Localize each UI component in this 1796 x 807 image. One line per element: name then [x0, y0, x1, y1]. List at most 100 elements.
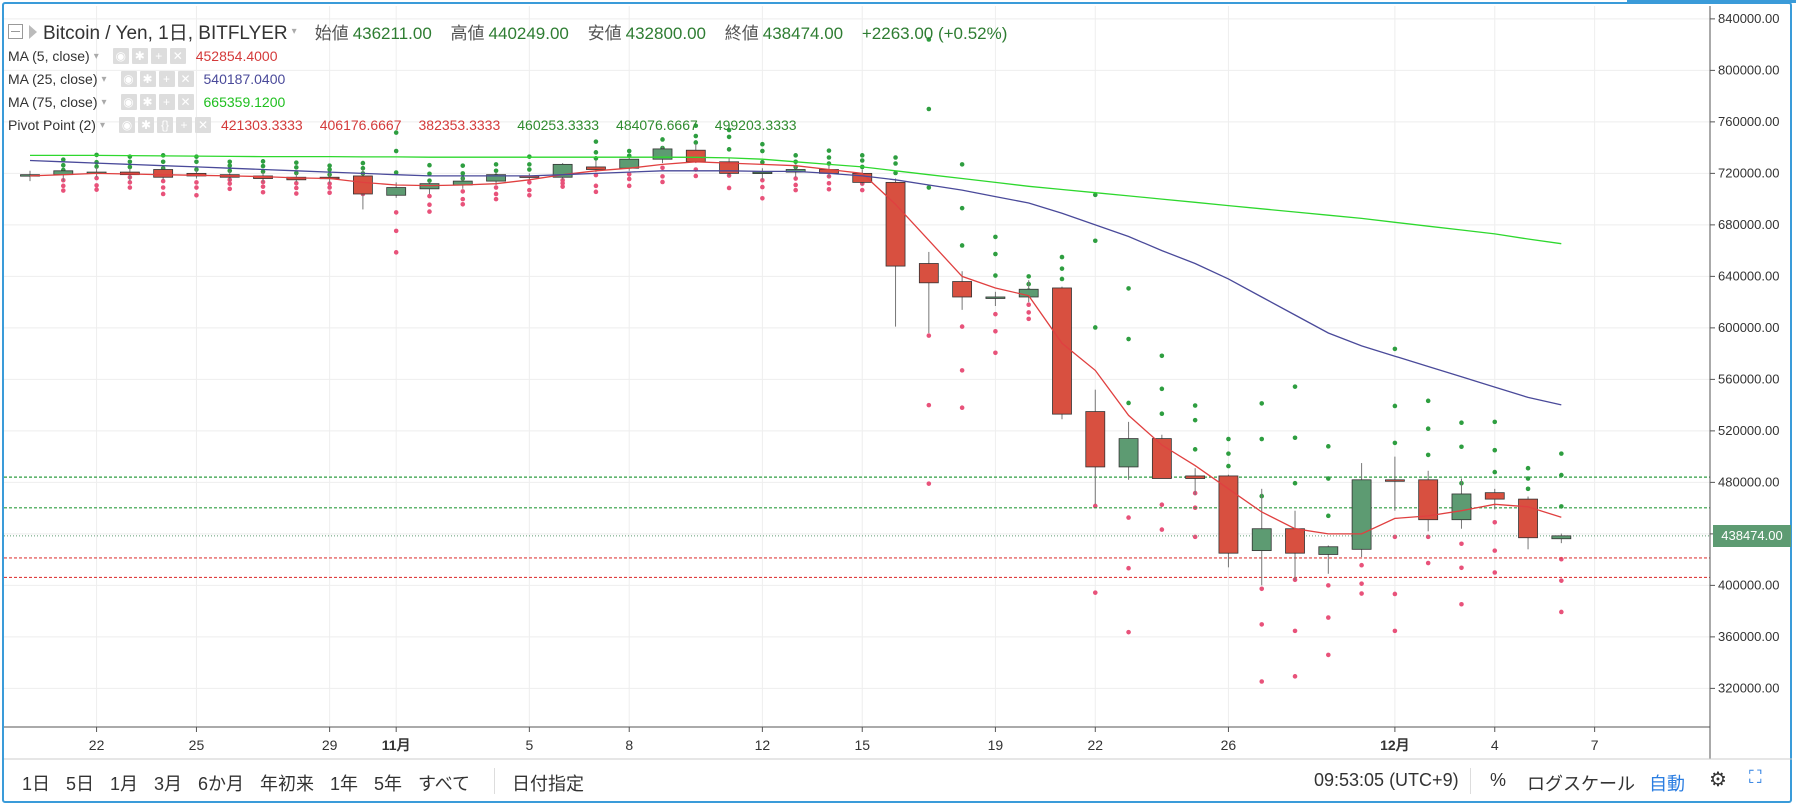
plus-icon[interactable]: +	[150, 48, 167, 64]
indicator-row-ma5[interactable]: MA (5, close) ▾ ◉ ✱ + ✕ 452854.4000	[8, 48, 295, 64]
range-5y-button[interactable]: 5年	[374, 774, 403, 794]
x-tick-label: 12月	[1380, 737, 1410, 753]
log-scale-toggle[interactable]: ログスケール	[1527, 774, 1635, 794]
indicator-name[interactable]: MA (25, close)	[8, 71, 98, 87]
flag-icon[interactable]	[29, 24, 37, 39]
eye-icon[interactable]: ◉	[120, 71, 137, 87]
pivot-dot	[327, 163, 332, 168]
indicator-row-pivot[interactable]: Pivot Point (2) ▾ ◉ ✱{} + ✕ 421303.3333 406…	[8, 117, 814, 133]
y-tick-label: 360000.00	[1718, 629, 1779, 644]
pivot-dot	[527, 167, 532, 172]
pivot-dot	[826, 148, 832, 153]
pivot-dot	[1026, 310, 1031, 315]
eye-icon[interactable]: ◉	[112, 48, 129, 64]
range-1y-button[interactable]: 1年	[330, 774, 359, 794]
pivot-dot	[1092, 238, 1098, 244]
pivot-dot	[560, 184, 565, 189]
pivot-dot	[1559, 609, 1564, 615]
indicator-name[interactable]: MA (75, close)	[8, 94, 98, 110]
indicator-name[interactable]: Pivot Point (2)	[8, 117, 96, 133]
pivot-dot	[1159, 411, 1165, 417]
pivot-dot	[360, 165, 366, 171]
fullscreen-icon[interactable]: ⛶	[1749, 767, 1762, 787]
chevron-down-icon[interactable]: ▾	[291, 26, 297, 37]
pivot-lines	[4, 476, 1710, 579]
pivot-dot	[959, 243, 965, 248]
pivot-dot	[1159, 353, 1165, 359]
top-accent	[1627, 0, 1796, 3]
gear-icon[interactable]: ✱	[139, 94, 156, 110]
collapse-icon[interactable]	[8, 24, 23, 39]
plus-icon[interactable]: +	[158, 71, 175, 87]
pivot-dot	[294, 160, 299, 165]
pivot-dot	[1059, 266, 1065, 271]
x-tick-label: 22	[1087, 737, 1103, 753]
gear-icon[interactable]: ✱	[139, 71, 156, 87]
plus-icon[interactable]: +	[175, 117, 192, 133]
chevron-down-icon[interactable]: ▾	[93, 50, 99, 62]
percent-toggle[interactable]: %	[1490, 770, 1507, 790]
candle-body	[1451, 493, 1472, 521]
range-3m-button[interactable]: 3月	[154, 774, 183, 794]
date-picker-button[interactable]: 日付指定	[512, 774, 584, 794]
close-icon[interactable]: ✕	[177, 94, 194, 110]
plus-icon[interactable]: +	[158, 94, 175, 110]
x-tick-label: 4	[1491, 737, 1499, 753]
pivot-dot	[1492, 519, 1498, 525]
pivot-dot	[726, 147, 732, 152]
range-1d-button[interactable]: 1日	[22, 774, 51, 794]
y-tick-label: 800000.00	[1718, 62, 1779, 77]
gear-icon[interactable]: ✱	[131, 48, 148, 64]
pivot-dot	[859, 187, 865, 193]
clock-label[interactable]: 09:53:05 (UTC+9)	[1314, 770, 1459, 790]
eye-icon[interactable]: ◉	[120, 94, 137, 110]
x-tick-label: 8	[625, 737, 633, 753]
braces-icon[interactable]: {}	[156, 117, 173, 133]
x-tick-label: 26	[1221, 737, 1237, 753]
eye-icon[interactable]: ◉	[118, 117, 135, 133]
pivot-dot	[427, 178, 432, 183]
range-ytd-button[interactable]: 年初来	[260, 774, 314, 794]
indicator-row-ma25[interactable]: MA (25, close) ▾ ◉ ✱ + ✕ 540187.0400	[8, 71, 302, 87]
pivot-dot	[527, 180, 532, 185]
pivot-dot	[1326, 513, 1331, 519]
pivot-dot	[1359, 581, 1364, 586]
pivot-dot	[1259, 622, 1265, 627]
pivot-dot	[1492, 548, 1498, 553]
pivot-dot	[227, 163, 233, 168]
time-axis: 22 25 29 11月 5 8 12 15 19 22 26 12月 4 7	[4, 726, 1792, 760]
indicator-name[interactable]: MA (5, close)	[8, 48, 90, 64]
range-5d-button[interactable]: 5日	[66, 774, 95, 794]
symbol-title[interactable]: Bitcoin / Yen, 1日, BITFLYER	[43, 23, 288, 44]
chevron-down-icon[interactable]: ▾	[101, 73, 107, 85]
close-icon[interactable]: ✕	[169, 48, 186, 64]
auto-scale-toggle[interactable]: 自動	[1649, 774, 1685, 794]
pivot-dot	[1359, 591, 1364, 596]
close-icon[interactable]: ✕	[194, 117, 211, 133]
ohlc-values: 始値 436211.00 高値 440249.00 安値 432800.00 終値 43…	[315, 19, 1022, 44]
low-label: 安値	[587, 24, 622, 43]
gear-icon[interactable]: ⚙	[1709, 769, 1727, 791]
gear-icon[interactable]: ✱	[137, 117, 154, 133]
low-value: 432800.00	[625, 24, 707, 43]
range-1m-button[interactable]: 1月	[110, 774, 139, 794]
y-tick-label: 560000.00	[1718, 371, 1779, 386]
indicator-row-ma75[interactable]: MA (75, close) ▾ ◉ ✱ + ✕ 665359.1200	[8, 94, 302, 110]
range-all-button[interactable]: すべて	[418, 774, 471, 794]
x-tick-label: 11月	[382, 737, 411, 753]
high-value: 440249.00	[488, 24, 569, 43]
chevron-down-icon[interactable]: ▾	[101, 96, 107, 108]
pivot-dot	[294, 165, 299, 170]
close-label: 終値	[724, 24, 759, 43]
pivot-dot	[826, 180, 832, 186]
pivot-dot	[194, 180, 199, 185]
pivot-dot	[127, 164, 133, 170]
pivot-dot	[959, 205, 965, 211]
range-6m-button[interactable]: 6か月	[198, 774, 245, 794]
y-tick-label: 480000.00	[1718, 474, 1779, 489]
close-icon[interactable]: ✕	[177, 71, 194, 87]
pivot-dot	[626, 171, 632, 177]
pivot-dot	[993, 234, 998, 240]
chevron-down-icon[interactable]: ▾	[99, 119, 105, 131]
